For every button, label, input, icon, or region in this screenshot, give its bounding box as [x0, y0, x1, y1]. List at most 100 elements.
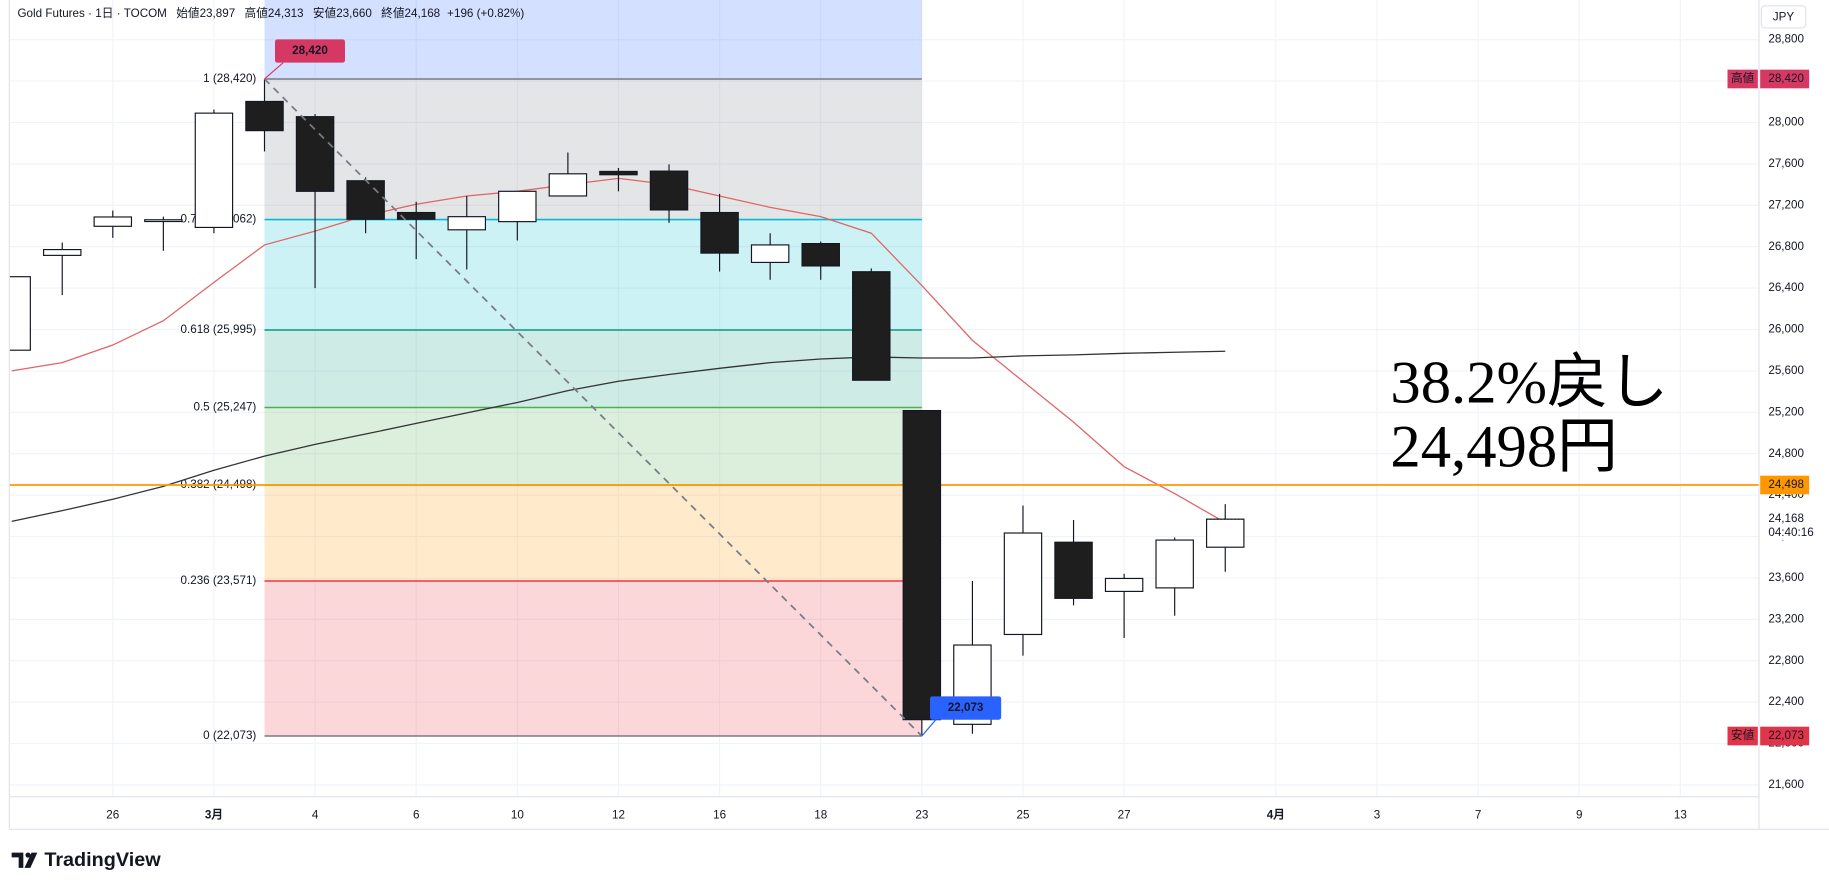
low-axis-box [1760, 726, 1810, 746]
x-tick-label: 9 [1576, 808, 1582, 821]
x-tick-label: 4月 [1267, 808, 1285, 821]
y-tick-label: 26,800 [1768, 240, 1804, 253]
symbol: Gold Futures · 1日 · TOCOM [18, 7, 167, 20]
currency: JPY [1773, 11, 1795, 24]
y-tick-label: 25,600 [1768, 364, 1804, 377]
y-tick-label: 23,600 [1768, 571, 1804, 584]
x-tick-label: 27 [1118, 808, 1131, 821]
x-tick-label: 18 [814, 808, 827, 821]
low-label: 22,073 [948, 701, 984, 714]
x-tick-label: 7 [1475, 808, 1481, 821]
candle-body [649, 170, 689, 211]
hline-axis-label: 24,498 [1768, 478, 1804, 491]
stat-label: 始値 [176, 6, 200, 20]
candle-body [902, 409, 942, 721]
high-label: 28,420 [292, 44, 328, 57]
last-price-box [1760, 509, 1821, 541]
candle-body [194, 112, 234, 229]
y-tick-label: 22,400 [1768, 695, 1804, 708]
candle-body [295, 116, 335, 192]
pointer [264, 62, 284, 80]
low-axis-label: 22,073 [1768, 729, 1804, 742]
candle-body [396, 211, 436, 220]
x-tick-label: 3月 [205, 808, 223, 821]
high-tag: 高値 [1731, 71, 1755, 85]
candle-body [1104, 577, 1144, 592]
fib-zone [264, 0, 922, 79]
low-tag-box [1727, 726, 1758, 746]
y-tick-label: 21,600 [1768, 778, 1804, 791]
high-box [274, 39, 345, 63]
candle-body [447, 216, 487, 231]
high-axis-box [1760, 69, 1810, 89]
candle-body [42, 249, 82, 256]
fib-zone [264, 580, 922, 737]
y-tick-label: 23,200 [1768, 612, 1804, 625]
currency-box [1760, 5, 1807, 29]
y-tick-label: 26,400 [1768, 281, 1804, 294]
candle-body [801, 242, 840, 267]
x-tick-label: 3 [1374, 808, 1380, 821]
stat-label: 終値 [381, 6, 405, 20]
candle-body [245, 100, 284, 132]
candle-body [93, 216, 133, 227]
high-tag-box [1727, 69, 1758, 89]
countdown: 04:40:16 [1768, 526, 1813, 539]
y-tick-label: 25,200 [1768, 405, 1804, 418]
candle-body [1054, 541, 1093, 599]
logo-icon [24, 852, 38, 868]
x-tick-label: 23 [915, 808, 928, 821]
x-tick-label: 25 [1016, 808, 1029, 821]
candle-body [1003, 532, 1043, 636]
low-tag: 安値 [1731, 728, 1755, 742]
x-tick-label: 16 [713, 808, 726, 821]
candle-body [1205, 518, 1245, 548]
stat-value: 24,313 [268, 7, 304, 20]
low-box [930, 696, 1002, 720]
candle-body [852, 271, 891, 381]
y-tick-label: 27,200 [1768, 198, 1804, 211]
fib-label: 0.5 (25,247) [193, 401, 256, 414]
logo-icon [25, 852, 31, 858]
y-tick-label: 24,800 [1768, 447, 1804, 460]
candle-body [1155, 539, 1194, 589]
header: Gold Futures · 1日 · TOCOM 始値23,897 高値24,31… [18, 6, 525, 20]
x-tick-label: 26 [106, 808, 119, 821]
fib-zone [264, 219, 922, 331]
stat-value: 23,897 [200, 7, 236, 20]
change: +196 (+0.82%) [447, 7, 524, 20]
fib-zone [264, 484, 922, 581]
ma-line [11, 350, 1226, 522]
last-price: 24,168 [1768, 512, 1804, 525]
y-tick-label: 22,800 [1768, 654, 1804, 667]
candle-body [498, 190, 537, 223]
pointer [921, 719, 937, 737]
fib-label: 0 (22,073) [203, 729, 256, 742]
stat-label: 高値 [245, 6, 269, 20]
overlay: 28,420 22,073 [264, 39, 1002, 737]
y-tick-label: 26,000 [1768, 323, 1804, 336]
candle-body [144, 219, 183, 223]
plot-area: 1 (28,420)0.786 (27,062)0.618 (25,995)0.… [9, 0, 1760, 742]
logo: TradingView [11, 849, 161, 871]
candle-body [750, 244, 790, 264]
stat-label: 安値 [313, 6, 337, 20]
annotation: 38.2%戻し [1390, 349, 1668, 416]
y-tick-label: 28,000 [1768, 116, 1804, 129]
y-tick-label: 27,600 [1768, 157, 1804, 170]
logo-icon [11, 852, 24, 868]
x-tick-label: 13 [1674, 808, 1687, 821]
stat-value: 24,168 [405, 7, 441, 20]
x-tick-label: 12 [612, 808, 625, 821]
x-tick-label: 10 [511, 808, 524, 821]
fib-zone [264, 407, 922, 485]
fib-label: 0.236 (23,571) [181, 574, 257, 587]
stat-value: 23,660 [336, 7, 372, 20]
trend-line [263, 78, 923, 737]
hline-axis-box [1760, 475, 1810, 495]
fib-label: 0.618 (25,995) [181, 323, 257, 336]
candle-body [346, 180, 385, 220]
y-tick-label: 28,800 [1768, 33, 1804, 46]
